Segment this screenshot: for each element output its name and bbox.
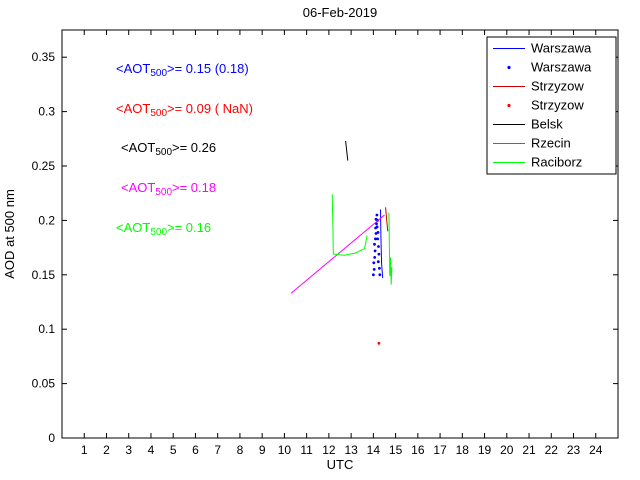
- x-tick-label: 8: [237, 443, 244, 457]
- legend-label: Raciborz: [531, 155, 582, 170]
- x-tick-label: 17: [433, 443, 447, 457]
- series-warszawa-dots: [376, 231, 380, 234]
- y-axis-label: AOD at 500 nm: [2, 189, 17, 279]
- x-tick-label: 1: [81, 443, 88, 457]
- legend-label: Strzyzow: [531, 98, 584, 113]
- legend-dot-sample: [507, 103, 511, 108]
- x-tick-label: 2: [103, 443, 110, 457]
- series-warszawa-dots: [372, 268, 376, 271]
- annotation-3: <AOT500>= 0.18: [121, 180, 216, 198]
- legend-label: Warszawa: [531, 60, 592, 75]
- x-tick-label: 20: [500, 443, 514, 457]
- legend-label: Belsk: [531, 117, 563, 132]
- x-tick-label: 22: [545, 443, 559, 457]
- legend-label: Warszawa: [531, 41, 592, 56]
- series-warszawa-dots: [375, 225, 379, 229]
- x-tick-label: 11: [300, 443, 313, 457]
- x-tick-label: 9: [259, 443, 266, 457]
- x-tick-label: 4: [148, 443, 155, 457]
- x-tick-label: 24: [589, 443, 603, 457]
- series-warszawa-dots: [373, 249, 377, 253]
- y-tick-label: 0.35: [32, 50, 56, 64]
- legend-label: Strzyzow: [531, 79, 584, 94]
- x-tick-label: 18: [456, 443, 470, 457]
- y-tick-label: 0.25: [32, 159, 56, 173]
- x-tick-label: 5: [170, 443, 177, 457]
- annotation-0: <AOT500>= 0.15 (0.18): [116, 61, 249, 79]
- x-axis-label: UTC: [327, 457, 354, 472]
- y-tick-label: 0.1: [38, 322, 55, 336]
- annotation-1: <AOT500>= 0.09 ( NaN): [116, 101, 253, 119]
- x-tick-label: 21: [522, 443, 536, 457]
- series-warszawa-dots: [378, 266, 381, 270]
- series-warszawa-dots: [372, 273, 375, 277]
- x-tick-label: 3: [125, 443, 132, 457]
- series-belsk-line: [345, 140, 349, 161]
- series-warszawa-dots: [374, 237, 377, 241]
- y-tick-label: 0.05: [32, 377, 56, 391]
- series-warszawa-dots: [378, 273, 382, 277]
- series-warszawa-dots: [373, 256, 377, 259]
- x-tick-label: 16: [411, 443, 425, 457]
- x-tick-label: 23: [567, 443, 581, 457]
- series-raciborz-line: [331, 194, 368, 256]
- series-warszawa-dots: [375, 213, 379, 217]
- annotation-2: <AOT500>= 0.26: [121, 140, 216, 158]
- series-warszawa-dots: [376, 237, 379, 241]
- chart-title: 06-Feb-2019: [303, 5, 377, 20]
- annotation-4: <AOT500>= 0.16: [116, 220, 211, 238]
- x-tick-label: 14: [367, 443, 381, 457]
- series-warszawa-dots: [376, 260, 380, 264]
- series-warszawa-line: [380, 209, 384, 279]
- series-strzyzow-dots: [377, 341, 381, 345]
- y-tick-label: 0.2: [38, 213, 55, 227]
- series-warszawa-dots: [377, 252, 381, 256]
- series-raciborz-line: [388, 212, 393, 285]
- x-tick-label: 15: [389, 443, 403, 457]
- legend-label: Rzecin: [531, 136, 571, 151]
- y-tick-label: 0.3: [38, 105, 55, 119]
- series-warszawa-dots: [377, 245, 380, 248]
- y-tick-label: 0: [48, 431, 55, 445]
- x-tick-label: 12: [322, 443, 336, 457]
- series-warszawa-dots: [375, 222, 378, 226]
- series-warszawa-dots: [373, 242, 376, 246]
- x-tick-label: 7: [214, 443, 221, 457]
- x-tick-label: 6: [192, 443, 199, 457]
- y-tick-label: 0.15: [32, 268, 56, 282]
- x-tick-label: 19: [478, 443, 492, 457]
- legend-dot-sample: [507, 65, 511, 70]
- x-tick-label: 13: [344, 443, 358, 457]
- series-strzyzow-line: [385, 207, 389, 232]
- x-tick-label: 10: [278, 443, 292, 457]
- series-warszawa-dots: [372, 261, 376, 265]
